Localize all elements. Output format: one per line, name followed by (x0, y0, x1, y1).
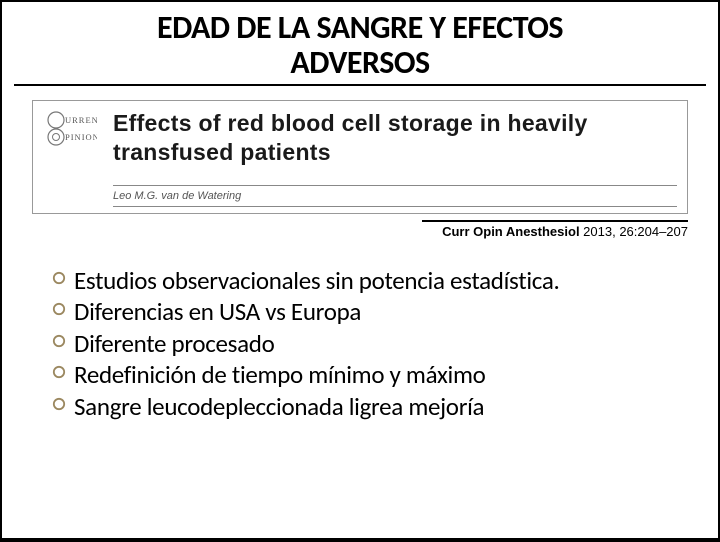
list-item: Estudios observacionales sin potencia es… (52, 265, 684, 297)
citation-box: URRENT PINION Effects of red blood cell … (32, 100, 688, 214)
journal-reference: Curr Opin Anesthesiol 2013, 26:204–207 (422, 220, 688, 239)
article-title: Effects of red blood cell storage in hea… (113, 109, 677, 167)
bullet-list: Estudios observacionales sin potencia es… (52, 265, 684, 423)
svg-text:URRENT: URRENT (65, 115, 97, 125)
citation-header: URRENT PINION Effects of red blood cell … (43, 109, 677, 167)
bullet-icon (52, 391, 66, 411)
bullet-text: Redefinición de tiempo mínimo y máximo (74, 359, 486, 391)
list-item: Redefinición de tiempo mínimo y máximo (52, 359, 684, 391)
journal-name: Curr Opin Anesthesiol (442, 224, 579, 239)
bullet-icon (52, 296, 66, 316)
bullet-text: Sangre leucodepleccionada ligrea mejoría (74, 391, 484, 423)
svg-text:PINION: PINION (65, 132, 97, 142)
article-author: Leo M.G. van de Watering (113, 185, 677, 207)
journal-ref-detail: 2013, 26:204–207 (580, 224, 688, 239)
bullet-text: Diferente procesado (74, 328, 275, 360)
list-item: Sangre leucodepleccionada ligrea mejoría (52, 391, 684, 423)
list-item: Diferente procesado (52, 328, 684, 360)
bullet-text: Estudios observacionales sin potencia es… (74, 265, 560, 297)
slide: EDAD DE LA SANGRE Y EFECTOS ADVERSOS URR… (2, 2, 718, 538)
slide-title: EDAD DE LA SANGRE Y EFECTOS ADVERSOS (14, 2, 706, 86)
bullet-icon (52, 265, 66, 285)
bullet-icon (52, 328, 66, 348)
bullet-text: Diferencias en USA vs Europa (74, 296, 361, 328)
title-line-1: EDAD DE LA SANGRE Y EFECTOS (157, 8, 563, 47)
list-item: Diferencias en USA vs Europa (52, 296, 684, 328)
current-opinion-logo: URRENT PINION (43, 109, 97, 149)
title-line-2: ADVERSOS (290, 43, 429, 82)
bullet-icon (52, 359, 66, 379)
